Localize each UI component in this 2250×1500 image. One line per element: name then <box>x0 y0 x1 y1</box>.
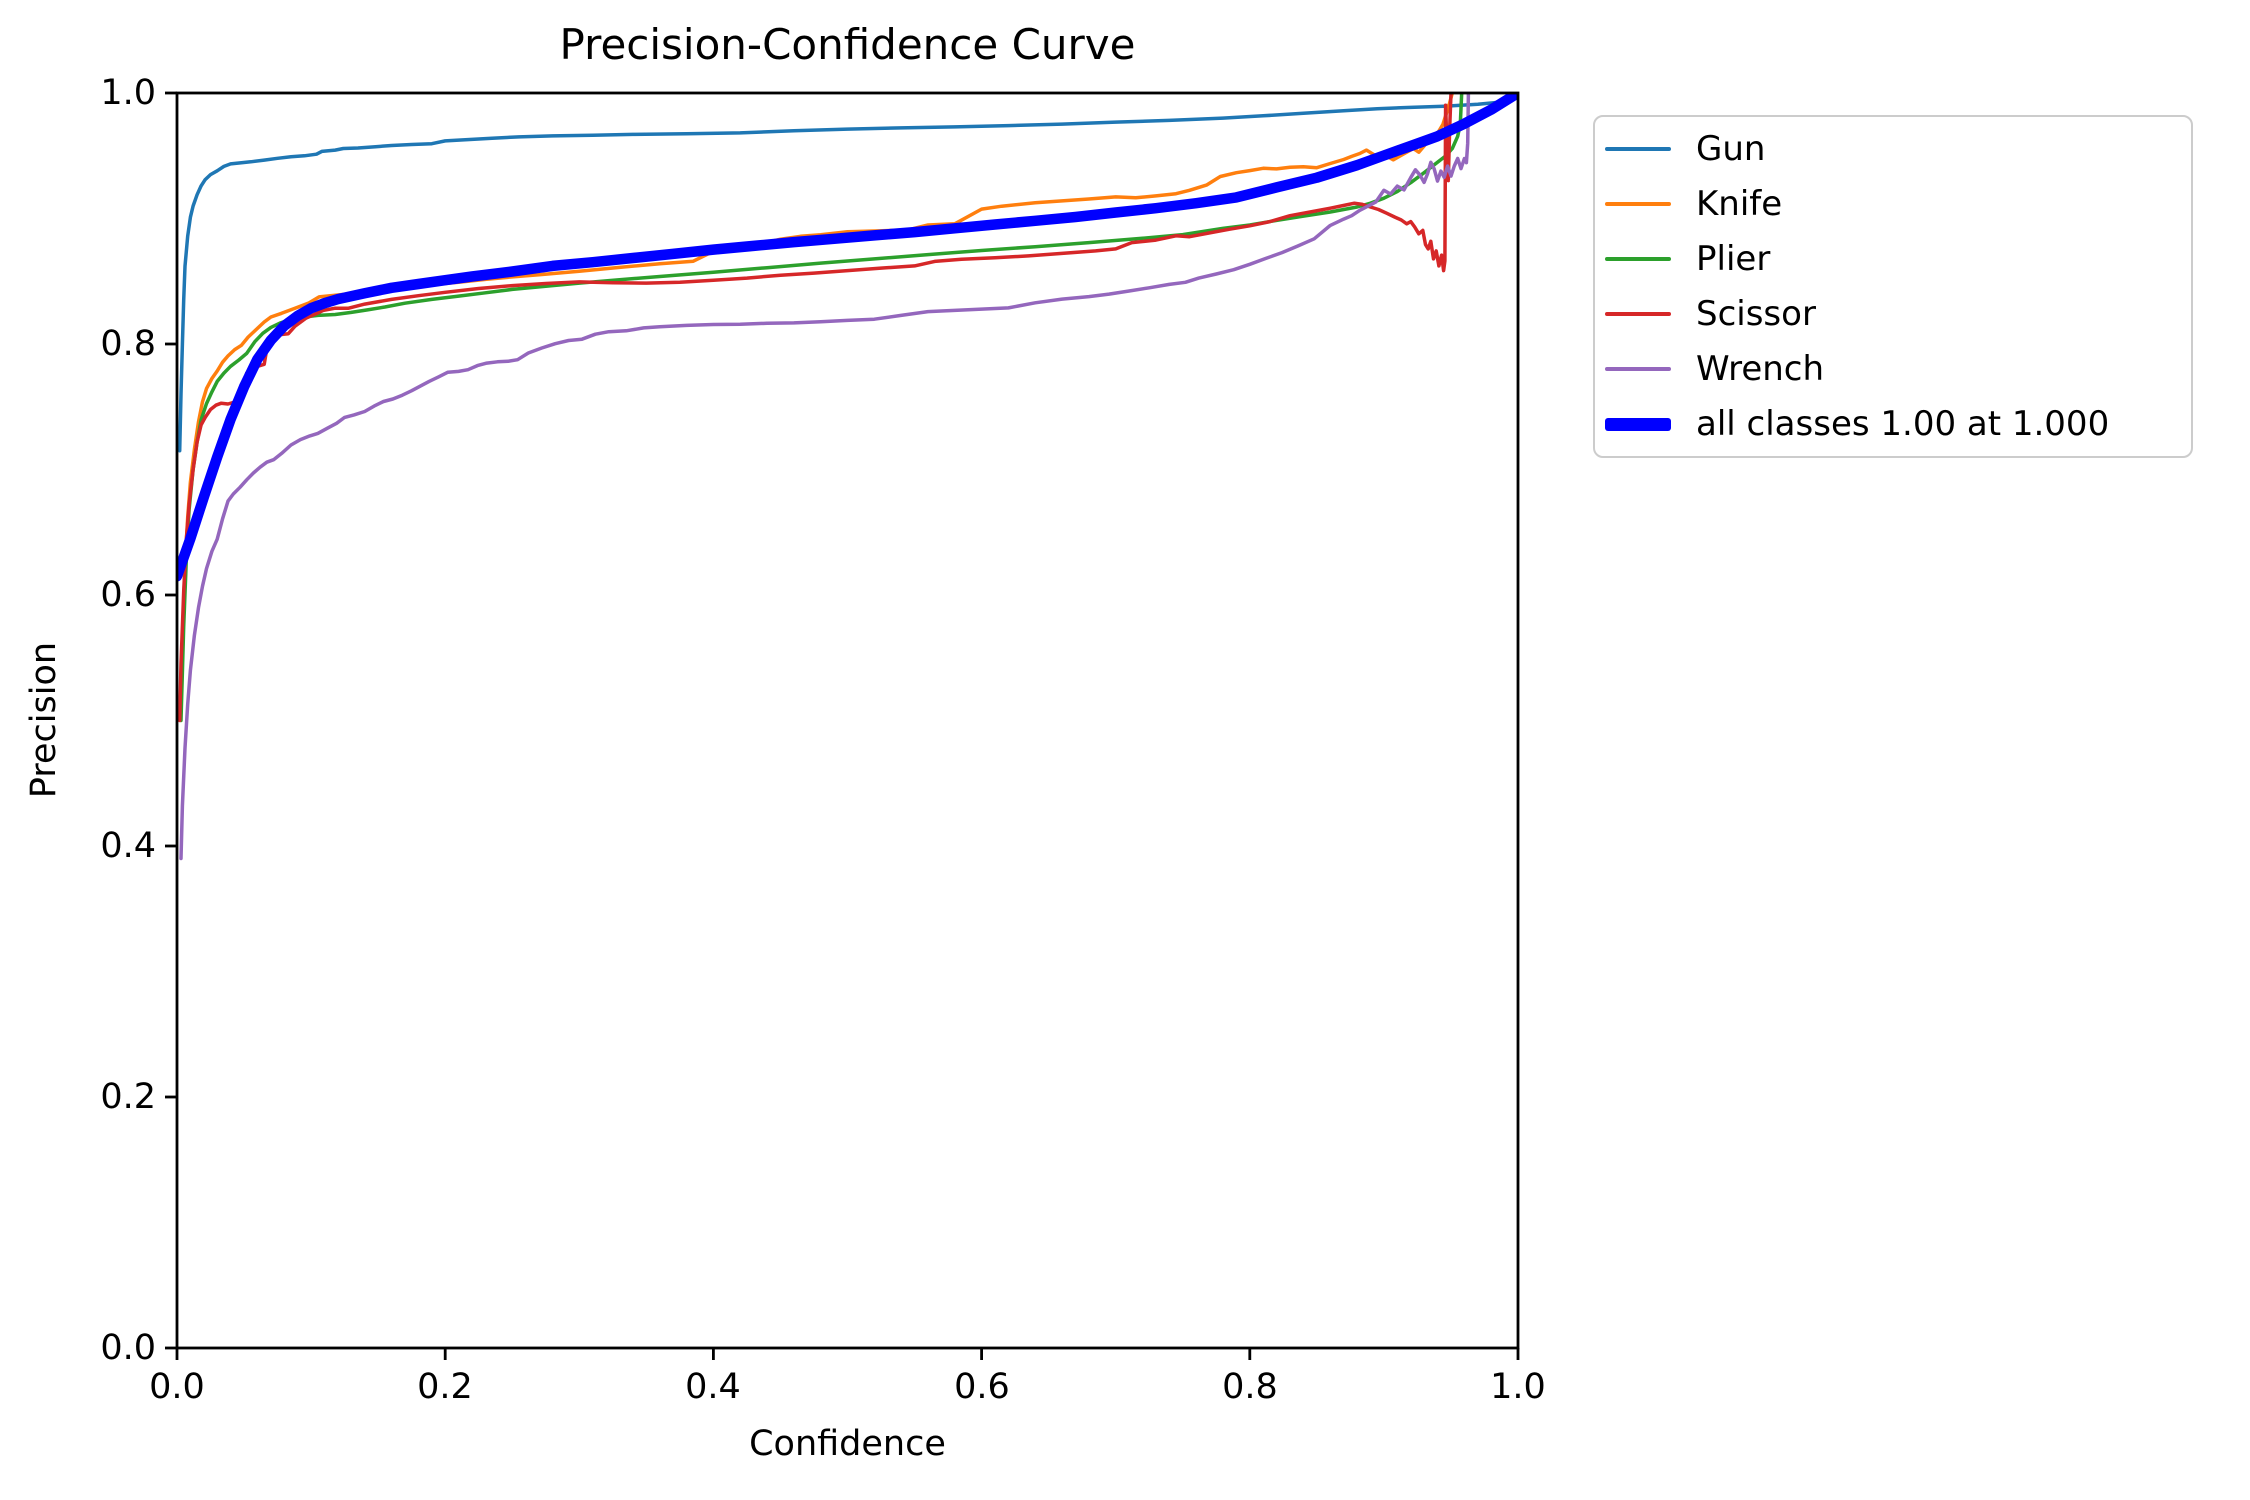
x-tick-label-2: 0.4 <box>685 1367 741 1407</box>
chart-title: Precision-Confidence Curve <box>559 20 1136 69</box>
legend-line-sample-scissor <box>1605 312 1671 317</box>
x-tick-label-3: 0.6 <box>954 1367 1010 1407</box>
legend-line-sample-wrench <box>1605 367 1671 372</box>
y-tick-label-4: 0.2 <box>100 1077 156 1117</box>
x-tick-label-5: 1.0 <box>1490 1367 1546 1407</box>
legend-line-sample-plier <box>1605 256 1671 261</box>
legend-row: Plier <box>1595 231 2191 286</box>
y-axis-label: Precision <box>24 641 64 799</box>
legend-label-knife: Knife <box>1696 183 1783 224</box>
legend-label-gun: Gun <box>1696 128 1766 169</box>
legend-label-wrench: Wrench <box>1696 349 1825 390</box>
legend-label-scissor: Scissor <box>1696 294 1816 335</box>
legend-row: all classes 1.00 at 1.000 <box>1595 397 2191 452</box>
y-tick-label-1: 0.8 <box>100 324 156 364</box>
legend-row: Scissor <box>1595 287 2191 342</box>
legend-label-all-classes: all classes 1.00 at 1.000 <box>1696 404 2110 445</box>
y-tick-label-0: 1.0 <box>100 73 156 113</box>
y-tick-label-5: 0.0 <box>100 1328 156 1368</box>
x-tick-label-1: 0.2 <box>417 1367 473 1407</box>
x-tick-label-4: 0.8 <box>1222 1367 1278 1407</box>
x-axis-label: Confidence <box>749 1424 946 1464</box>
y-tick-label-3: 0.4 <box>100 826 156 866</box>
legend-row: Wrench <box>1595 342 2191 397</box>
legend: Gun Knife Plier Scissor Wrench all class… <box>1593 115 2193 458</box>
legend-row: Gun <box>1595 121 2191 176</box>
legend-line-sample-knife <box>1605 201 1671 206</box>
y-tick-label-2: 0.6 <box>100 575 156 615</box>
legend-line-sample-all-classes <box>1605 417 1671 431</box>
legend-line-sample-gun <box>1605 146 1671 151</box>
x-tick-label-0: 0.0 <box>149 1367 205 1407</box>
legend-row: Knife <box>1595 176 2191 231</box>
legend-label-plier: Plier <box>1696 238 1771 279</box>
